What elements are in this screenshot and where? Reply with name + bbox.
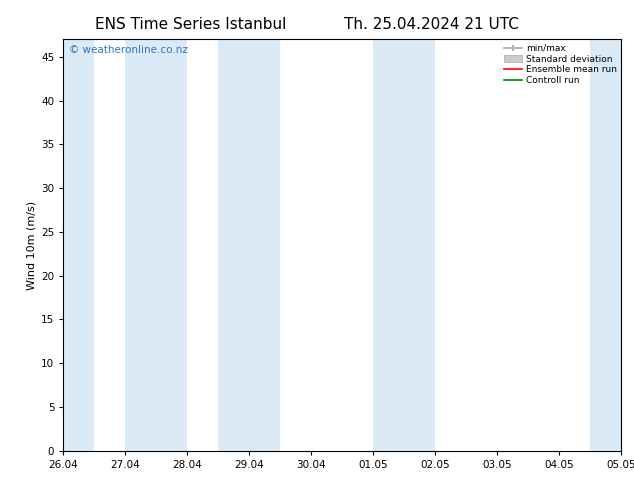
Bar — [63, 39, 94, 451]
Legend: min/max, Standard deviation, Ensemble mean run, Controll run: min/max, Standard deviation, Ensemble me… — [502, 42, 619, 87]
Y-axis label: Wind 10m (m/s): Wind 10m (m/s) — [27, 200, 37, 290]
Text: Th. 25.04.2024 21 UTC: Th. 25.04.2024 21 UTC — [344, 17, 519, 32]
Bar — [126, 39, 188, 451]
Text: ENS Time Series Istanbul: ENS Time Series Istanbul — [94, 17, 286, 32]
Bar — [590, 39, 621, 451]
Bar — [373, 39, 436, 451]
Text: © weatheronline.co.nz: © weatheronline.co.nz — [69, 46, 188, 55]
Bar — [218, 39, 280, 451]
